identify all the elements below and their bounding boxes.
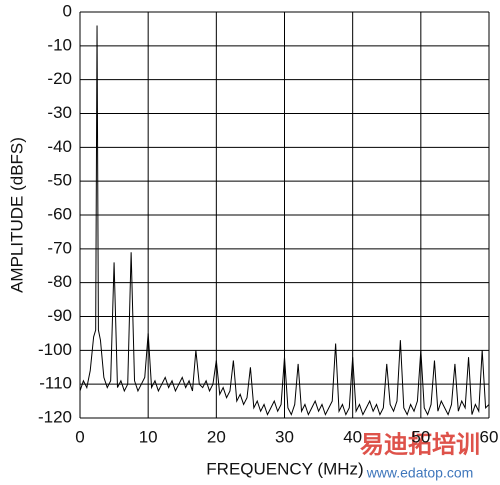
y-tick-label: -70: [47, 238, 72, 257]
y-tick-label: -20: [47, 69, 72, 88]
y-tick-label: -90: [47, 306, 72, 325]
y-tick-label: -120: [38, 407, 72, 426]
y-tick-label: -30: [47, 103, 72, 122]
x-tick-label: 40: [343, 427, 362, 446]
y-tick-label: -80: [47, 272, 72, 291]
y-tick-label: -40: [47, 137, 72, 156]
x-tick-label: 10: [139, 427, 158, 446]
y-tick-label: -60: [47, 204, 72, 223]
x-axis-title: FREQUENCY (MHz): [206, 459, 363, 478]
y-tick-label: -100: [38, 340, 72, 359]
watermark-title: 易迪拓培训: [360, 430, 480, 458]
x-tick-label: 60: [480, 427, 499, 446]
spectrum-line: [79, 25, 490, 416]
y-tick-label: -110: [39, 374, 72, 393]
x-tick-label: 50: [411, 427, 430, 446]
x-tick-label: 20: [207, 427, 226, 446]
x-tick-label: 0: [75, 427, 84, 446]
y-axis-title: AMPLITUDE (dBFS): [7, 137, 26, 293]
y-tick-label: -50: [47, 171, 72, 190]
y-tick-label: 0: [63, 1, 72, 20]
watermark-url: www.edatop.com: [366, 465, 474, 481]
x-tick-label: 30: [275, 427, 294, 446]
y-tick-label: -10: [47, 35, 72, 54]
